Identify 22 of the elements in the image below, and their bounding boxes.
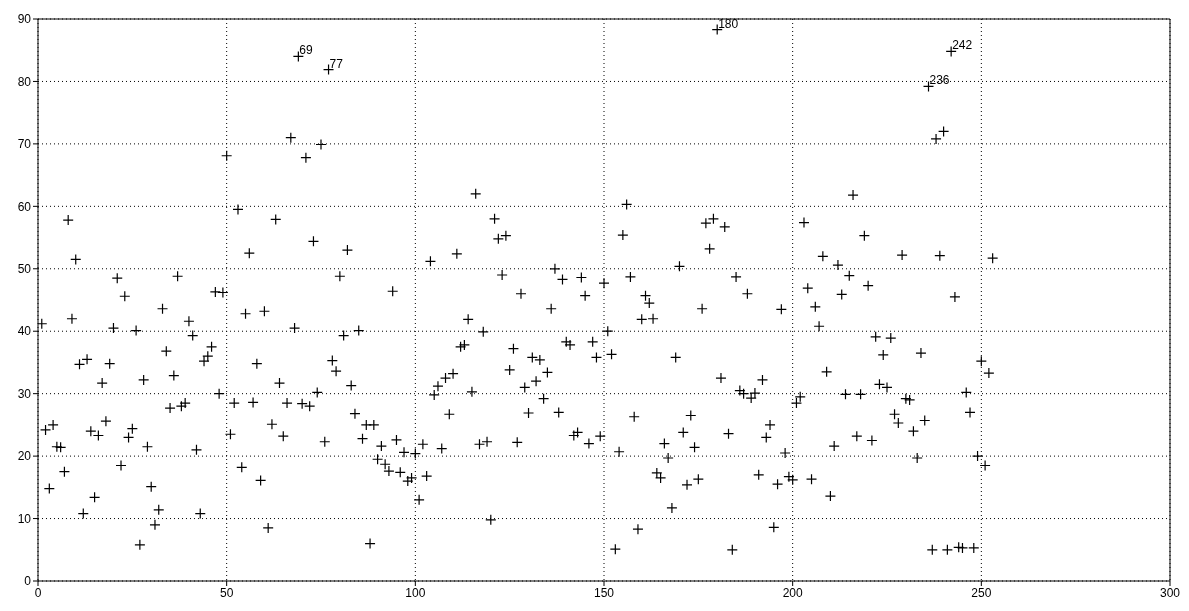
y-tick-label: 0 — [24, 574, 32, 589]
x-tick-label: 0 — [34, 585, 42, 600]
annotation: 236 — [929, 73, 950, 88]
y-tick-label: 30 — [17, 386, 32, 401]
y-tick-label: 20 — [17, 449, 32, 464]
x-tick-label: 300 — [1159, 585, 1181, 600]
y-tick-label: 90 — [17, 12, 32, 27]
annotation: 77 — [329, 56, 344, 71]
y-tick-label: 70 — [17, 137, 32, 152]
annotation: 69 — [299, 43, 314, 58]
x-tick-label: 100 — [405, 585, 426, 600]
x-tick-label: 250 — [971, 585, 992, 600]
y-tick-label: 60 — [17, 199, 32, 214]
y-tick-label: 40 — [17, 324, 32, 339]
y-tick-label: 10 — [17, 511, 32, 526]
x-tick-label: 150 — [593, 585, 615, 600]
annotation: 242 — [952, 38, 973, 53]
x-tick-label: 200 — [782, 585, 803, 600]
annotation: 180 — [718, 16, 739, 31]
x-tick-label: 50 — [219, 585, 234, 600]
y-tick-label: 80 — [17, 74, 32, 89]
y-tick-label: 50 — [17, 262, 32, 277]
